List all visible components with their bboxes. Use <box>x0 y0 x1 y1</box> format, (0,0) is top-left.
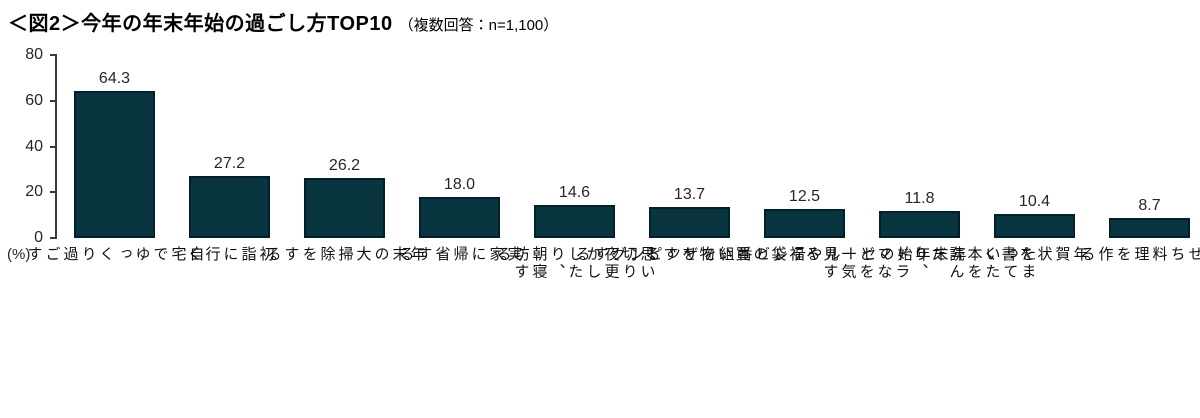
bar: 12.5 <box>764 188 845 238</box>
bar-group: 8.7 おせち料理を 作る <box>1079 55 1200 263</box>
bar: 18.0 <box>419 176 500 238</box>
category-label: たまっていた 本を読んだり、 ドラマなどを 一気見する <box>803 246 1037 281</box>
bar: 27.2 <box>189 155 270 238</box>
tick-mark <box>50 54 57 56</box>
bar-value-label: 13.7 <box>673 185 706 203</box>
bar-group: 14.6 思い切り 夜更かししたり、 朝寝坊する <box>495 55 656 281</box>
y-tick-label: 60 <box>25 91 43 109</box>
category-label: 初詣に行く <box>185 246 275 264</box>
tick-mark <box>50 145 57 148</box>
category-label: 年末年始のセールや 福袋の買い物をする <box>643 246 967 264</box>
bar-value-label: 27.2 <box>213 154 246 172</box>
plot-area: 64.3 自宅でゆっくり 過ごす 27.2 初詣に行く 26.2 年末の 大掃除… <box>26 55 1200 281</box>
category-label: 年末の 大掃除をする <box>264 246 426 264</box>
bar-group: 64.3 自宅でゆっくり 過ごす <box>26 55 205 264</box>
bar-group: 10.4 年賀状を書く <box>982 55 1089 263</box>
bar-group: 11.8 たまっていた 本を読んだり、 ドラマなどを 一気見する <box>804 55 1037 281</box>
tick-mark <box>50 237 57 239</box>
y-tick-label: 0 <box>34 229 43 246</box>
bar-group: 13.7 テレビ番組を ザッピングする <box>574 55 807 264</box>
bar-group: 18.0 実家に 帰省する <box>398 55 523 264</box>
y-axis-unit-label: (%) <box>7 246 31 263</box>
bar: 8.7 <box>1109 197 1190 238</box>
bar: 14.6 <box>534 184 615 238</box>
y-tick-label: 80 <box>25 46 43 63</box>
bar-value-label: 10.4 <box>1018 193 1051 211</box>
y-tick-label: 40 <box>25 137 43 155</box>
category-label: 思い切り 夜更かししたり、 朝寝坊する <box>494 246 656 281</box>
category-label: おせち料理を 作る <box>1078 246 1200 264</box>
y-axis: 80 60 40 20 0 <box>0 46 57 246</box>
bar-value-label: 26.2 <box>328 157 361 175</box>
bar: 64.3 <box>74 70 155 238</box>
tick-mark <box>50 99 57 102</box>
chart-title-note: （複数回答：n=1,100） <box>398 17 559 34</box>
bar-group: 26.2 年末の 大掃除をする <box>265 55 426 263</box>
bar: 11.8 <box>879 190 960 238</box>
bar: 13.7 <box>649 186 730 238</box>
chart-title-row: ＜図2＞今年の年末年始の過ごし方TOP10 （複数回答：n=1,100） <box>8 7 558 36</box>
category-label: 年賀状を書く <box>981 246 1089 264</box>
bar: 10.4 <box>994 193 1075 238</box>
bar: 26.2 <box>304 157 385 238</box>
bar-value-label: 18.0 <box>443 175 476 193</box>
bar-value-label: 14.6 <box>558 183 591 201</box>
y-tick-label: 20 <box>25 183 43 201</box>
bar-group: 27.2 初詣に行く <box>186 55 275 264</box>
tick-mark <box>50 191 57 194</box>
bar-group: 12.5 年末年始のセールや 福袋の買い物をする <box>644 55 967 263</box>
bar-value-label: 64.3 <box>98 69 131 87</box>
category-label: 実家に 帰省する <box>397 246 523 264</box>
bar-value-label: 8.7 <box>1138 197 1161 215</box>
bar-value-label: 11.8 <box>904 190 935 208</box>
category-label: テレビ番組を ザッピングする <box>573 246 807 264</box>
category-label: 自宅でゆっくり 過ごす <box>25 246 205 264</box>
bar-value-label: 12.5 <box>788 188 821 206</box>
chart-title: ＜図2＞今年の年末年始の過ごし方TOP10 <box>8 13 393 35</box>
